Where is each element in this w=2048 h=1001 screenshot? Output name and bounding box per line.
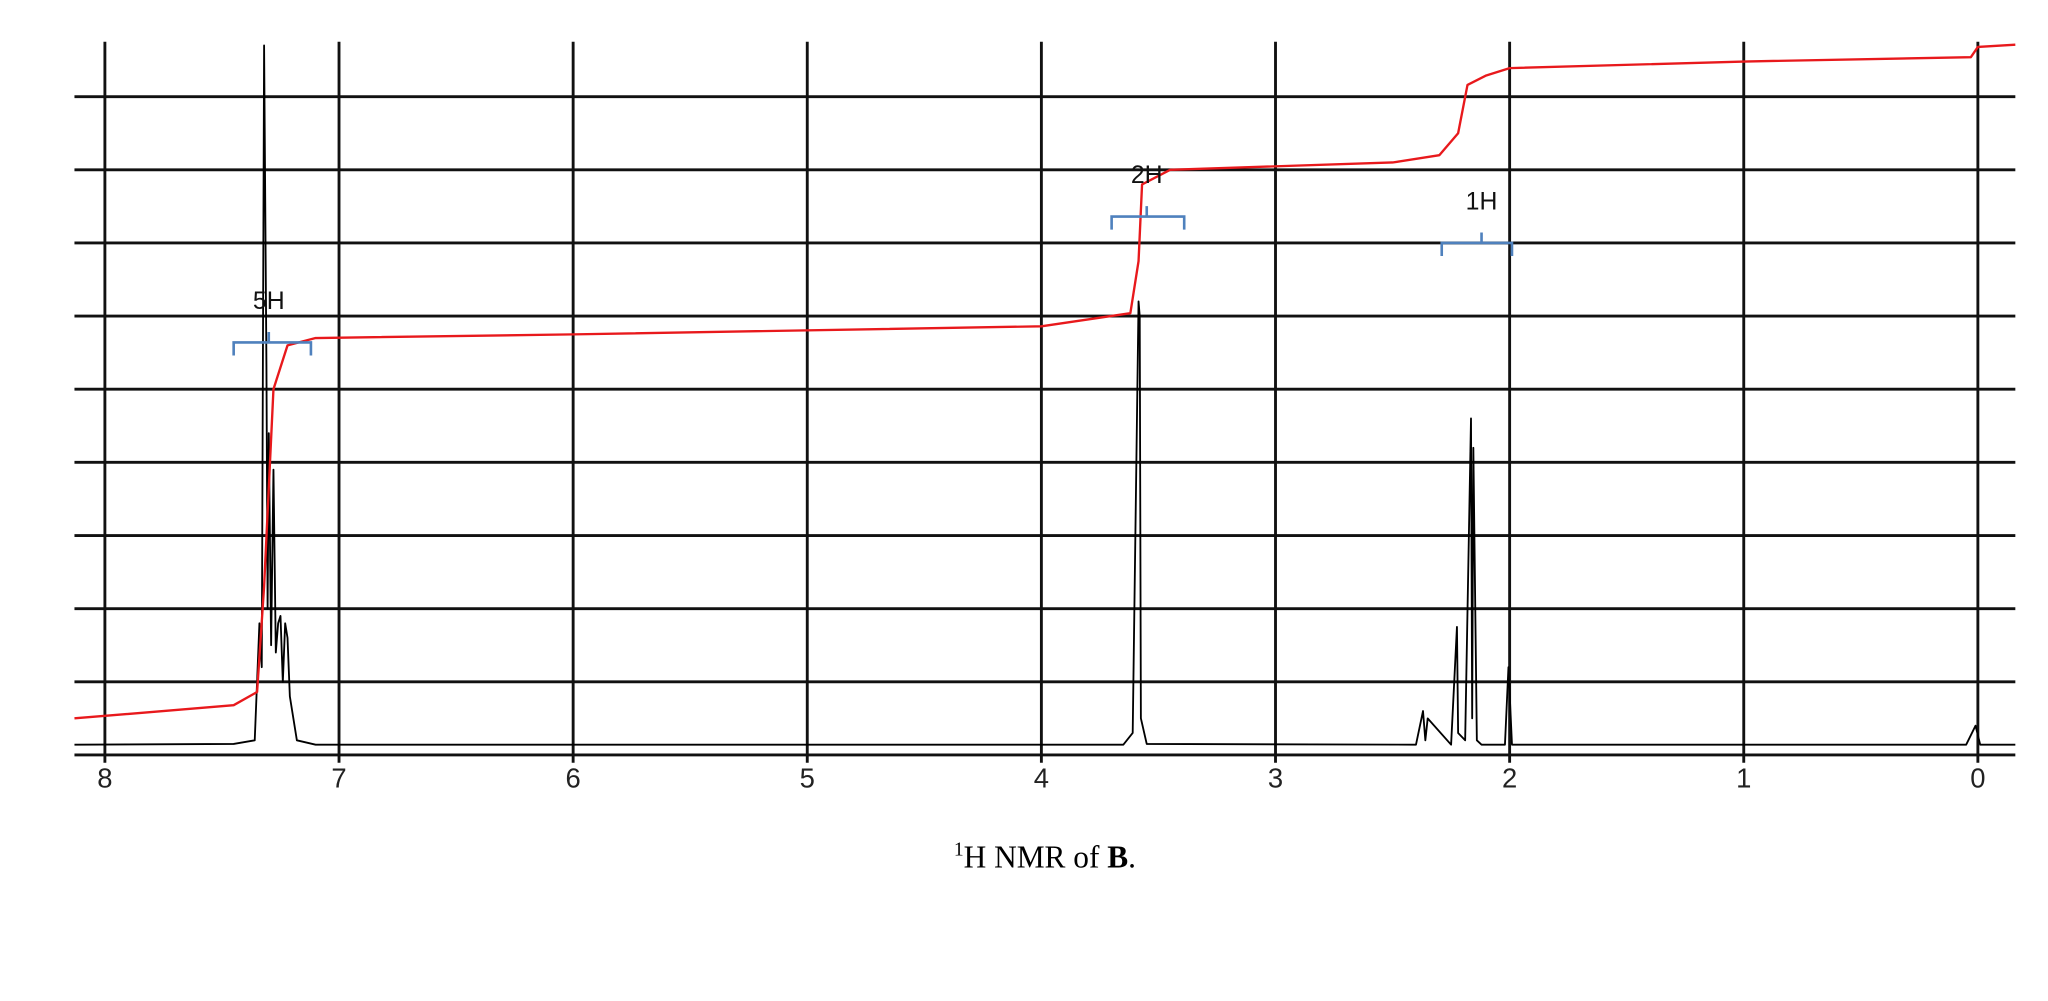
x-tick-label: 7: [331, 763, 346, 794]
x-tick-label: 4: [1034, 763, 1049, 794]
integration-label: 1H: [1466, 188, 1498, 215]
x-tick-label: 6: [566, 763, 581, 794]
integration-bracket: [1110, 206, 1186, 230]
integral-line: [74, 43, 2016, 720]
x-tick-label: 5: [800, 763, 815, 794]
x-tick-label: 1: [1736, 763, 1751, 794]
x-tick-label: 8: [97, 763, 112, 794]
x-tick-label: 3: [1268, 763, 1283, 794]
caption-end: .: [1128, 839, 1136, 874]
x-tick-label: 2: [1502, 763, 1517, 794]
integration-bracket: [232, 331, 313, 356]
spectrum-line: [74, 44, 2016, 746]
x-tick-label: 0: [1970, 763, 1985, 794]
integration-label: 5H: [253, 288, 285, 315]
integration-label: 2H: [1131, 162, 1163, 189]
caption-superscript: 1: [954, 839, 964, 860]
caption-compound: B: [1107, 839, 1128, 874]
caption: 1H NMR of B.: [954, 839, 1136, 874]
caption-text: H NMR of: [964, 839, 1108, 874]
integration-bracket: [1440, 232, 1514, 256]
